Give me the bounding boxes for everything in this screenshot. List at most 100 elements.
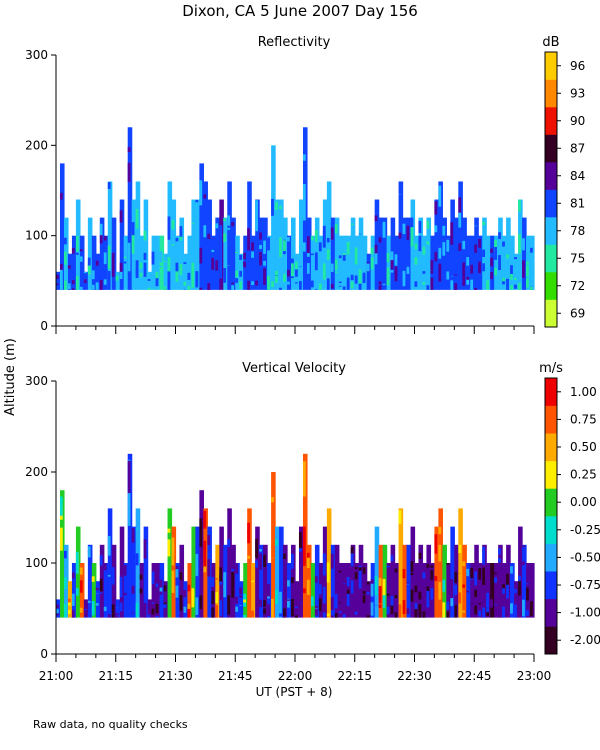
- heatmap-cell: [358, 283, 362, 290]
- heatmap-cell: [434, 225, 438, 233]
- heatmap-cell: [358, 567, 362, 571]
- heatmap-cell: [251, 613, 254, 618]
- heatmap-cell: [275, 539, 278, 546]
- heatmap-cell: [486, 280, 489, 287]
- heatmap-cell: [135, 260, 139, 275]
- heatmap-cell: [235, 251, 239, 254]
- heatmap-cell: [183, 253, 189, 290]
- heatmap-cell: [434, 201, 438, 215]
- colorbar-unit: dB: [542, 35, 559, 50]
- heatmap-cell: [430, 569, 434, 581]
- heatmap-cell: [175, 569, 179, 578]
- heatmap-cell: [251, 563, 256, 618]
- heatmap-cell: [259, 232, 262, 240]
- heatmap-cell: [438, 508, 443, 618]
- heatmap-cell: [454, 584, 458, 595]
- heatmap-cell: [302, 588, 306, 594]
- heatmap-cell: [450, 222, 454, 245]
- x-tick-label: 23:00: [517, 669, 552, 683]
- heatmap-cell: [314, 252, 318, 271]
- heatmap-cell: [306, 263, 310, 274]
- heatmap-cell: [107, 182, 111, 189]
- heatmap-cell: [454, 571, 458, 583]
- heatmap-cell: [382, 581, 386, 596]
- heatmap-cell: [330, 553, 334, 569]
- heatmap-cell: [239, 604, 243, 606]
- heatmap-cell: [530, 602, 533, 617]
- heatmap-cell: [291, 276, 294, 279]
- heatmap-cell: [251, 610, 254, 615]
- heatmap-cell: [279, 205, 282, 209]
- heatmap-cell: [446, 271, 450, 280]
- heatmap-cell: [522, 544, 527, 618]
- heatmap-cell: [338, 570, 342, 573]
- heatmap-cell: [414, 243, 418, 250]
- heatmap-cell: [139, 272, 143, 277]
- heatmap-cell: [75, 588, 79, 596]
- heatmap-cell: [334, 259, 338, 271]
- heatmap-cell: [215, 217, 220, 290]
- heatmap-cell: [295, 616, 298, 618]
- heatmap-cell: [490, 257, 493, 267]
- heatmap-cell: [498, 255, 501, 271]
- heatmap-cell: [75, 551, 79, 574]
- heatmap-cell: [494, 577, 497, 583]
- heatmap-cell: [346, 576, 350, 587]
- heatmap-cell: [67, 285, 71, 289]
- heatmap-cell: [358, 565, 362, 579]
- heatmap-cell: [179, 226, 183, 237]
- heatmap-cell: [458, 197, 462, 213]
- heatmap-cell: [530, 563, 535, 618]
- heatmap-cell: [350, 281, 354, 289]
- heatmap-cell: [314, 608, 318, 609]
- heatmap-cell: [502, 235, 507, 290]
- heatmap-cell: [227, 595, 231, 615]
- heatmap-cell: [107, 508, 113, 618]
- heatmap-cell: [450, 526, 455, 618]
- heatmap-cell: [518, 283, 521, 290]
- heatmap-cell: [159, 579, 163, 593]
- heatmap-cell: [378, 237, 382, 243]
- heatmap-cell: [95, 603, 99, 606]
- heatmap-cell: [486, 563, 491, 618]
- heatmap-cell: [275, 201, 278, 210]
- heatmap-cell: [187, 584, 191, 592]
- heatmap-cell: [358, 269, 362, 284]
- heatmap-cell: [422, 271, 426, 274]
- heatmap-cell: [155, 603, 159, 614]
- heatmap-cell: [394, 612, 398, 618]
- colorbar-tick-label: -0.50: [570, 550, 600, 564]
- heatmap-cell: [195, 568, 199, 577]
- heatmap-cell: [187, 603, 191, 609]
- heatmap-cell: [374, 244, 378, 261]
- heatmap-cell: [366, 615, 370, 618]
- heatmap-cell: [271, 198, 274, 216]
- heatmap-cell: [175, 262, 179, 272]
- heatmap-cell: [314, 289, 318, 290]
- heatmap-cell: [79, 256, 83, 262]
- heatmap-cell: [382, 592, 386, 609]
- y-tick-label: 300: [25, 374, 48, 388]
- y-tick-label: 100: [25, 229, 48, 243]
- colorbar-tick-label: -0.25: [570, 523, 600, 537]
- heatmap-cell: [203, 540, 207, 567]
- heatmap-cell: [56, 274, 59, 279]
- heatmap-cell: [247, 228, 250, 251]
- heatmap-cell: [502, 606, 505, 618]
- heatmap-cell: [183, 589, 187, 598]
- panel-title: Reflectivity: [258, 35, 331, 50]
- heatmap-cell: [103, 279, 107, 285]
- heatmap-cell: [111, 604, 115, 618]
- figure-title: Dixon, CA 5 June 2007 Day 156: [182, 2, 418, 20]
- heatmap-cell: [426, 220, 430, 229]
- colorbar-swatch: [545, 626, 557, 655]
- heatmap-cell: [235, 596, 239, 605]
- heatmap-cell: [318, 235, 324, 290]
- heatmap-cell: [291, 577, 294, 584]
- heatmap-cell: [291, 263, 294, 279]
- heatmap-cell: [215, 605, 219, 618]
- heatmap-cell: [135, 528, 139, 530]
- heatmap-cell: [406, 266, 410, 272]
- heatmap-cell: [203, 194, 207, 199]
- heatmap-cell: [458, 508, 463, 618]
